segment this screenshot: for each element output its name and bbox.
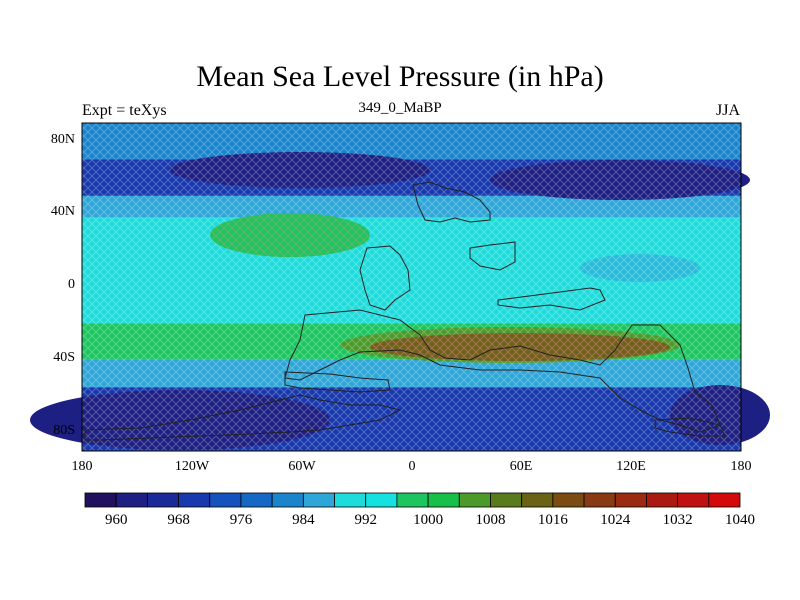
map-title: Mean Sea Level Pressure (in hPa) bbox=[196, 60, 604, 93]
lon-tick-120e: 120E bbox=[616, 459, 646, 474]
season-label: JJA bbox=[715, 102, 740, 119]
colorbar-label: 1032 bbox=[662, 512, 693, 528]
colorbar-label: 1000 bbox=[413, 512, 444, 528]
colorbar-segment bbox=[365, 492, 398, 508]
colorbar-label: 976 bbox=[229, 512, 253, 528]
lat-tick-40s: 40S bbox=[53, 350, 75, 365]
colorbar bbox=[84, 492, 741, 508]
colorbar-segment bbox=[178, 492, 211, 508]
colorbar-label: 1008 bbox=[475, 512, 506, 528]
colorbar-label: 1016 bbox=[537, 512, 568, 528]
lon-tick-0: 0 bbox=[408, 459, 416, 474]
lon-tick-180e: 180 bbox=[730, 459, 752, 474]
colorbar-label: 1040 bbox=[725, 512, 755, 528]
colorbar-segment bbox=[115, 492, 148, 508]
colorbar-segment bbox=[240, 492, 273, 508]
colorbar-segment bbox=[209, 492, 242, 508]
lon-tick-180w: 180 bbox=[71, 459, 93, 474]
lon-tick-60w: 60W bbox=[288, 459, 316, 474]
colorbar-segment bbox=[84, 492, 117, 508]
colorbar-segment bbox=[552, 492, 585, 508]
colorbar-segment bbox=[677, 492, 710, 508]
pressure-field bbox=[30, 123, 770, 451]
colorbar-segment bbox=[427, 492, 460, 508]
colorbar-label: 992 bbox=[354, 512, 377, 528]
continent-outlines bbox=[84, 181, 726, 441]
lat-tick-40n: 40N bbox=[50, 204, 75, 219]
colorbar-label: 1024 bbox=[600, 512, 631, 528]
colorbar-segment bbox=[490, 492, 523, 508]
experiment-label: Expt = teXys bbox=[82, 102, 167, 119]
colorbar-segment bbox=[302, 492, 335, 508]
colorbar-segment bbox=[271, 492, 304, 508]
lat-tick-0: 0 bbox=[68, 277, 75, 292]
colorbar-label: 968 bbox=[167, 512, 190, 528]
colorbar-segment bbox=[458, 492, 491, 508]
colorbar-segment bbox=[146, 492, 179, 508]
period-label: 349_0_MaBP bbox=[358, 100, 442, 116]
colorbar-label: 984 bbox=[292, 512, 315, 528]
colorbar-label: 960 bbox=[104, 512, 128, 528]
lon-tick-120w: 120W bbox=[174, 459, 210, 474]
colorbar-segment bbox=[396, 492, 429, 508]
colorbar-segment bbox=[646, 492, 679, 508]
lat-tick-80s: 80S bbox=[53, 423, 75, 438]
colorbar-segment bbox=[708, 492, 741, 508]
lon-tick-60e: 60E bbox=[509, 459, 533, 474]
colorbar-segment bbox=[614, 492, 647, 508]
colorbar-segment bbox=[583, 492, 616, 508]
colorbar-segment bbox=[334, 492, 367, 508]
colorbar-segment bbox=[521, 492, 554, 508]
map-frame bbox=[81, 122, 742, 452]
lat-tick-80n: 80N bbox=[50, 132, 75, 147]
